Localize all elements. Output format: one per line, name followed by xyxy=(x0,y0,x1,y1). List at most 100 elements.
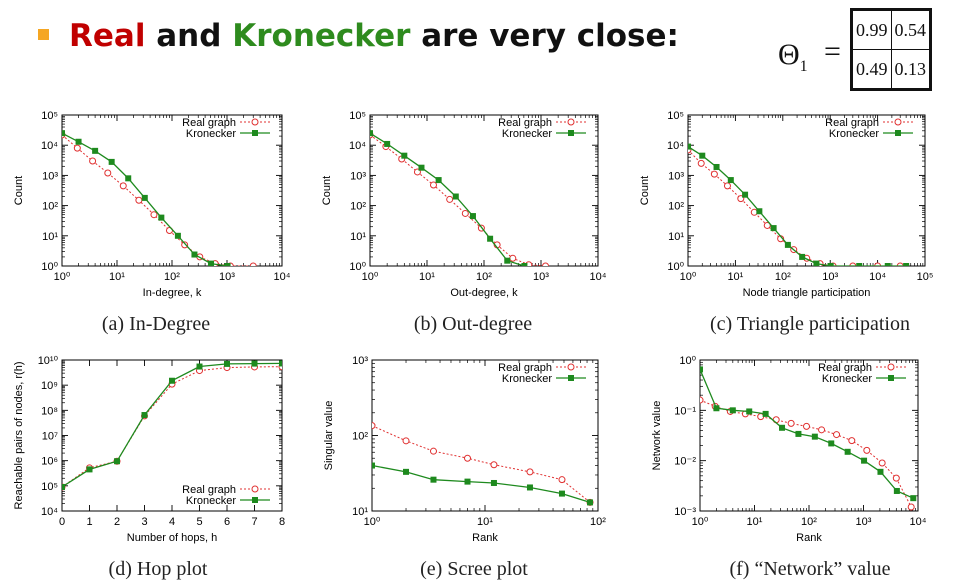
x-tick-label: 10¹ xyxy=(419,271,435,283)
plot-area xyxy=(62,360,282,491)
legend-label: Kronecker xyxy=(502,128,552,140)
kronecker-point xyxy=(762,410,769,417)
y-tick-label: 10⁸ xyxy=(41,405,58,417)
plot-frame xyxy=(369,114,599,267)
y-tick-label: 10² xyxy=(42,201,58,213)
legend-marker xyxy=(252,130,258,136)
legend-marker xyxy=(888,375,894,381)
kronecker-point xyxy=(487,235,494,242)
kronecker-point xyxy=(401,152,408,159)
legend-label: Kronecker xyxy=(186,495,236,507)
x-tick-label: 10⁴ xyxy=(910,516,927,528)
title-real-word: Real xyxy=(69,18,146,54)
legend-marker xyxy=(895,130,901,136)
kronecker-point xyxy=(174,232,181,239)
y-tick-label: 10⁵ xyxy=(667,110,684,122)
y-axis-label: Network value xyxy=(651,401,663,471)
y-tick-label: 10⁰ xyxy=(41,261,58,273)
title-kronecker-word: Kronecker xyxy=(232,18,411,54)
x-tick-label: 10⁵ xyxy=(917,271,934,283)
x-tick-label: 10¹ xyxy=(109,271,125,283)
kronecker-point xyxy=(729,407,736,414)
x-axis-label: In-degree, k xyxy=(143,287,202,299)
y-tick-label: 10³ xyxy=(352,355,368,367)
x-tick-label: 7 xyxy=(251,516,257,528)
y-tick-label: 10⁹ xyxy=(41,380,58,392)
title-rest: are very close: xyxy=(410,18,679,54)
kronecker-point xyxy=(251,360,258,367)
chart-4: 0 1 2 3 4 5 6 7 8 10⁴ 10⁵ 10⁶ 10⁷ 10⁸ 10⁹ 10¹⁰ Number of… xyxy=(13,355,285,544)
caption-hop-plot: (d) Hop plot xyxy=(108,558,208,580)
kronecker-point xyxy=(713,405,720,412)
real-graph-point xyxy=(896,262,904,266)
real-graph-point xyxy=(372,422,376,430)
real-graph-point xyxy=(490,461,498,469)
kronecker-point xyxy=(813,260,820,266)
kronecker-point xyxy=(490,479,497,486)
y-tick-label: 10⁰ xyxy=(667,261,684,273)
real-graph-point xyxy=(803,422,811,430)
real-graph-point xyxy=(181,241,189,249)
legend-marker xyxy=(568,375,574,381)
legend-label: Real graph xyxy=(498,117,552,129)
real-graph-point xyxy=(73,144,81,152)
kronecker-point xyxy=(208,260,215,266)
y-tick-label: 10⁻¹ xyxy=(674,405,696,417)
kronecker-point xyxy=(224,263,231,266)
kronecker-point xyxy=(224,360,230,367)
x-axis-label: Rank xyxy=(796,532,822,544)
kronecker-point xyxy=(884,263,891,266)
x-tick-label: 10² xyxy=(476,271,492,283)
y-tick-label: 10⁴ xyxy=(41,140,58,152)
real-graph-point xyxy=(463,454,471,462)
kronecker-point xyxy=(504,257,511,264)
real-graph-point xyxy=(150,211,158,219)
kronecker-point xyxy=(756,208,763,215)
caption-network-value: (f) “Network” value xyxy=(729,558,891,580)
real-graph-point xyxy=(461,209,469,217)
x-tick-label: 10³ xyxy=(822,271,838,283)
y-axis-label: Count xyxy=(639,176,651,205)
x-tick-label: 1 xyxy=(86,516,92,528)
legend-label: Kronecker xyxy=(829,128,879,140)
kronecker-point xyxy=(828,440,835,447)
y-tick-label: 10² xyxy=(350,201,366,213)
kronecker-point xyxy=(114,458,120,465)
plot-frame xyxy=(699,359,919,512)
real-graph-point xyxy=(429,447,437,455)
kronecker-point xyxy=(430,476,437,483)
kronecker-point xyxy=(770,225,777,232)
kronecker-point xyxy=(92,147,99,154)
kronecker-point xyxy=(372,462,375,469)
y-tick-label: 10⁶ xyxy=(41,456,58,468)
real-graph-point xyxy=(402,437,410,445)
legend-marker xyxy=(567,363,575,371)
kronecker-point xyxy=(861,457,868,464)
x-tick-label: 10⁰ xyxy=(54,271,71,283)
real-graph-point xyxy=(863,446,871,454)
kronecker-point xyxy=(384,140,391,147)
real-graph-point xyxy=(849,262,857,266)
y-tick-label: 10⁰ xyxy=(349,261,366,273)
y-axis-label: Count xyxy=(321,176,333,205)
x-tick-label: 10³ xyxy=(533,271,549,283)
y-tick-label: 10⁰ xyxy=(679,355,696,367)
legend-marker xyxy=(251,118,259,126)
kronecker-line xyxy=(700,369,914,499)
real-graph-point xyxy=(429,181,437,189)
chart-2: 10⁰ 10¹ 10² 10³ 10⁴ 10⁰ 10¹ 10² 10³ 10⁴ 10⁵ Out-deg… xyxy=(321,110,607,299)
plot-area xyxy=(688,143,910,266)
real-graph-point xyxy=(119,182,127,190)
kronecker-point xyxy=(62,483,65,490)
kronecker-point xyxy=(587,499,594,506)
real-graph-point xyxy=(763,221,771,229)
real-graph-point xyxy=(509,254,517,262)
real-graph-line xyxy=(62,134,254,266)
real-graph-point xyxy=(833,431,841,439)
x-tick-label: 10⁰ xyxy=(680,271,697,283)
x-tick-label: 5 xyxy=(196,516,202,528)
x-tick-label: 3 xyxy=(141,516,147,528)
caption-scree-plot: (e) Scree plot xyxy=(420,558,528,580)
